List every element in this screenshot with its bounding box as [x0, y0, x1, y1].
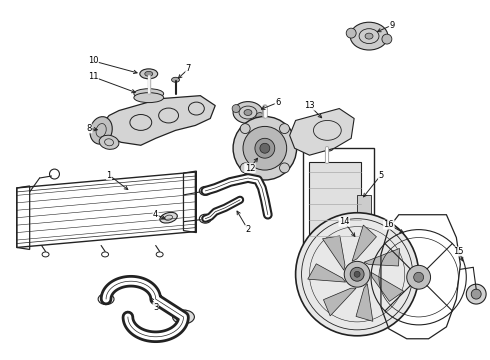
Ellipse shape — [244, 109, 252, 116]
Text: 2: 2 — [245, 225, 250, 234]
Bar — [357, 195, 371, 215]
Bar — [302, 148, 374, 267]
Text: 8: 8 — [87, 124, 92, 133]
Circle shape — [240, 163, 250, 173]
Circle shape — [354, 271, 360, 277]
Circle shape — [466, 284, 486, 304]
Circle shape — [279, 123, 290, 134]
Ellipse shape — [233, 102, 263, 123]
Ellipse shape — [99, 135, 119, 149]
Text: 13: 13 — [304, 101, 315, 110]
Circle shape — [260, 143, 270, 153]
Ellipse shape — [140, 69, 158, 79]
Text: 4: 4 — [153, 210, 158, 219]
Text: 16: 16 — [384, 220, 394, 229]
Circle shape — [243, 126, 287, 170]
Polygon shape — [308, 264, 345, 282]
Ellipse shape — [365, 33, 373, 39]
Polygon shape — [323, 288, 356, 316]
Circle shape — [233, 117, 296, 180]
Ellipse shape — [160, 212, 177, 223]
Circle shape — [407, 265, 431, 289]
Polygon shape — [101, 96, 215, 145]
Bar — [310, 162, 361, 251]
Circle shape — [344, 261, 370, 287]
Polygon shape — [371, 272, 404, 301]
Circle shape — [232, 105, 240, 113]
Text: 11: 11 — [88, 72, 98, 81]
Ellipse shape — [172, 77, 179, 82]
Ellipse shape — [134, 93, 164, 103]
Text: 9: 9 — [389, 21, 394, 30]
Polygon shape — [290, 109, 354, 155]
Text: 10: 10 — [88, 57, 98, 66]
Circle shape — [256, 113, 264, 121]
Ellipse shape — [172, 310, 195, 324]
Text: 3: 3 — [153, 302, 158, 311]
Polygon shape — [356, 284, 373, 321]
Circle shape — [414, 272, 424, 282]
Ellipse shape — [350, 22, 388, 50]
Polygon shape — [352, 225, 376, 261]
Ellipse shape — [323, 143, 331, 147]
Circle shape — [350, 267, 364, 281]
Ellipse shape — [321, 145, 333, 151]
Text: 15: 15 — [453, 247, 464, 256]
Ellipse shape — [134, 89, 164, 99]
Ellipse shape — [90, 117, 112, 144]
Circle shape — [255, 138, 275, 158]
Circle shape — [382, 34, 392, 44]
Circle shape — [240, 123, 250, 134]
Circle shape — [279, 163, 290, 173]
Circle shape — [346, 28, 356, 38]
Polygon shape — [322, 236, 345, 270]
Text: 14: 14 — [339, 217, 349, 226]
Circle shape — [471, 289, 481, 299]
Circle shape — [295, 213, 418, 336]
Polygon shape — [364, 248, 399, 266]
Text: 5: 5 — [378, 171, 384, 180]
Text: 1: 1 — [106, 171, 112, 180]
Text: 6: 6 — [275, 98, 280, 107]
Text: 12: 12 — [245, 163, 255, 172]
Text: 7: 7 — [186, 64, 191, 73]
Ellipse shape — [145, 71, 153, 76]
